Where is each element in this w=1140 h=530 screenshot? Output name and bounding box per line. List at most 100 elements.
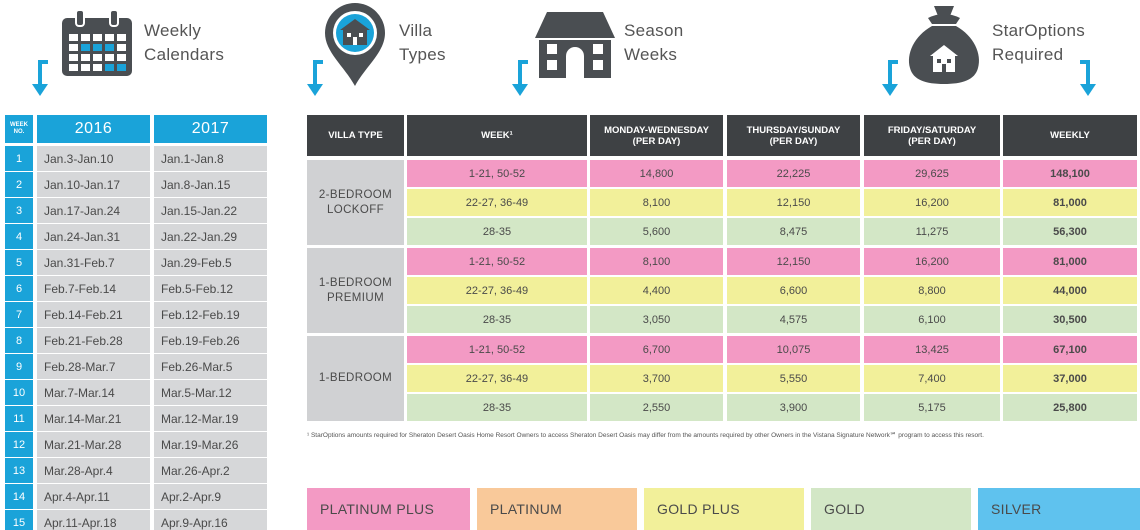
calendar-icon bbox=[62, 10, 132, 76]
cell-weeks: 22-27, 36-49 bbox=[407, 189, 587, 216]
cell-weeks: 1-21, 50-52 bbox=[407, 336, 587, 363]
cell-fri-sat: 7,400 bbox=[864, 365, 1000, 392]
column-header-text: WEEKLY bbox=[1050, 130, 1090, 141]
column-header: WEEKLY bbox=[1003, 115, 1137, 156]
week-dates-2017: Feb.5-Feb.12 bbox=[154, 276, 267, 302]
week-dates-2016: Jan.17-Jan.24 bbox=[37, 198, 150, 224]
column-header-line: THURSDAY/SUNDAY bbox=[746, 124, 841, 136]
week-dates-2017: Jan.1-Jan.8 bbox=[154, 146, 267, 172]
villa-type-line: 1-BEDROOM bbox=[318, 276, 393, 289]
cell-thu-sun: 3,900 bbox=[727, 394, 860, 421]
week-number: 13 bbox=[5, 458, 33, 484]
week-dates-2017: Jan.29-Feb.5 bbox=[154, 250, 267, 276]
column-header-line: VILLA TYPE bbox=[328, 130, 383, 141]
cell-fri-sat: 11,275 bbox=[864, 218, 1000, 245]
week-number: 10 bbox=[5, 380, 33, 406]
week-dates-2016: Mar.7-Mar.14 bbox=[37, 380, 150, 406]
week-number: 9 bbox=[5, 354, 33, 380]
column-header-line: WEEK¹ bbox=[481, 130, 513, 141]
column-header-text: THURSDAY/SUNDAY (PER DAY) bbox=[747, 125, 841, 147]
cell-weeks: 1-21, 50-52 bbox=[407, 248, 587, 275]
column-header: FRIDAY/SATURDAY (PER DAY) bbox=[864, 115, 1000, 156]
column-header-line: (PER DAY) bbox=[769, 135, 818, 147]
cell-thu-sun: 6,600 bbox=[727, 277, 860, 304]
week-dates-2016: Jan.31-Feb.7 bbox=[37, 250, 150, 276]
week-number: 8 bbox=[5, 328, 33, 354]
week-dates-2017: Apr.9-Apr.16 bbox=[154, 510, 267, 530]
header-villa-line2: Types bbox=[399, 45, 446, 64]
week-dates-2017: Mar.26-Apr.2 bbox=[154, 458, 267, 484]
legend-swatch: GOLD bbox=[811, 488, 971, 530]
header-staroptions-line2: Required bbox=[992, 45, 1064, 64]
column-header-text: MONDAY-WEDNESDAY (PER DAY) bbox=[604, 125, 709, 147]
cell-weeks: 28-35 bbox=[407, 306, 587, 333]
column-header-line: FRIDAY/SATURDAY bbox=[887, 124, 977, 136]
cell-thu-sun: 8,475 bbox=[727, 218, 860, 245]
week-dates-2016: Apr.4-Apr.11 bbox=[37, 484, 150, 510]
cell-weekly: 67,100 bbox=[1003, 336, 1137, 363]
header-staroptions-line1: StarOptions bbox=[992, 21, 1086, 40]
cell-weeks: 22-27, 36-49 bbox=[407, 277, 587, 304]
cell-fri-sat: 5,175 bbox=[864, 394, 1000, 421]
header-calendars-line1: Weekly bbox=[144, 21, 202, 40]
week-dates-2016: Mar.14-Mar.21 bbox=[37, 406, 150, 432]
week-dates-2016: Jan.3-Jan.10 bbox=[37, 146, 150, 172]
arrow-down-icon bbox=[882, 60, 898, 96]
week-dates-2017: Feb.19-Feb.26 bbox=[154, 328, 267, 354]
week-dates-2017: Feb.12-Feb.19 bbox=[154, 302, 267, 328]
column-header: MONDAY-WEDNESDAY (PER DAY) bbox=[590, 115, 723, 156]
header-calendars-line2: Calendars bbox=[144, 45, 225, 64]
week-dates-2016: Mar.28-Apr.4 bbox=[37, 458, 150, 484]
cell-thu-sun: 12,150 bbox=[727, 248, 860, 275]
week-dates-2016: Jan.24-Jan.31 bbox=[37, 224, 150, 250]
week-dates-2017: Jan.8-Jan.15 bbox=[154, 172, 267, 198]
year-2017-header: 2017 bbox=[154, 115, 267, 143]
cell-mon-wed: 8,100 bbox=[590, 248, 723, 275]
cell-mon-wed: 3,700 bbox=[590, 365, 723, 392]
column-header-line: MONDAY-WEDNESDAY bbox=[604, 124, 709, 136]
cell-weeks: 1-21, 50-52 bbox=[407, 160, 587, 187]
cell-weeks: 28-35 bbox=[407, 394, 587, 421]
week-number: 6 bbox=[5, 276, 33, 302]
header-season-line1: Season bbox=[624, 21, 684, 40]
villa-type-cell: 1-BEDROOM PREMIUM bbox=[307, 248, 404, 333]
cell-weekly: 148,100 bbox=[1003, 160, 1137, 187]
villa-type-label: 1-BEDROOM bbox=[319, 371, 392, 386]
cell-thu-sun: 5,550 bbox=[727, 365, 860, 392]
week-number: 14 bbox=[5, 484, 33, 510]
arrow-down-icon bbox=[512, 60, 528, 96]
cell-mon-wed: 5,600 bbox=[590, 218, 723, 245]
week-no-header: WEEK NO. bbox=[5, 115, 33, 143]
legend-swatch: SILVER bbox=[978, 488, 1140, 530]
villa-type-line: 1-BEDROOM bbox=[318, 372, 393, 384]
arrow-down-icon bbox=[1080, 60, 1096, 96]
arrow-down-icon bbox=[32, 60, 48, 96]
cell-weekly: 25,800 bbox=[1003, 394, 1137, 421]
week-number: 12 bbox=[5, 432, 33, 458]
cell-weekly: 56,300 bbox=[1003, 218, 1137, 245]
column-header: VILLA TYPE bbox=[307, 115, 404, 156]
cell-fri-sat: 29,625 bbox=[864, 160, 1000, 187]
week-dates-2017: Jan.22-Jan.29 bbox=[154, 224, 267, 250]
header-season-line2: Weeks bbox=[624, 45, 678, 64]
money-bag-icon bbox=[908, 6, 980, 84]
week-dates-2017: Mar.5-Mar.12 bbox=[154, 380, 267, 406]
cell-weeks: 22-27, 36-49 bbox=[407, 365, 587, 392]
cell-weekly: 37,000 bbox=[1003, 365, 1137, 392]
column-header-line: (PER DAY) bbox=[632, 135, 681, 147]
cell-weeks: 28-35 bbox=[407, 218, 587, 245]
column-header-text: VILLA TYPE bbox=[328, 130, 383, 141]
week-dates-2017: Feb.26-Mar.5 bbox=[154, 354, 267, 380]
villa-type-line: 2-BEDROOM bbox=[318, 188, 393, 201]
week-dates-2017: Mar.19-Mar.26 bbox=[154, 432, 267, 458]
villa-type-cell: 1-BEDROOM bbox=[307, 336, 404, 421]
year-2016-header: 2016 bbox=[37, 115, 150, 143]
cell-fri-sat: 16,200 bbox=[864, 189, 1000, 216]
week-dates-2016: Feb.28-Mar.7 bbox=[37, 354, 150, 380]
cell-thu-sun: 10,075 bbox=[727, 336, 860, 363]
villa-type-line: PREMIUM bbox=[326, 291, 385, 304]
week-number: 1 bbox=[5, 146, 33, 172]
week-dates-2017: Jan.15-Jan.22 bbox=[154, 198, 267, 224]
week-dates-2016: Feb.14-Feb.21 bbox=[37, 302, 150, 328]
cell-mon-wed: 2,550 bbox=[590, 394, 723, 421]
